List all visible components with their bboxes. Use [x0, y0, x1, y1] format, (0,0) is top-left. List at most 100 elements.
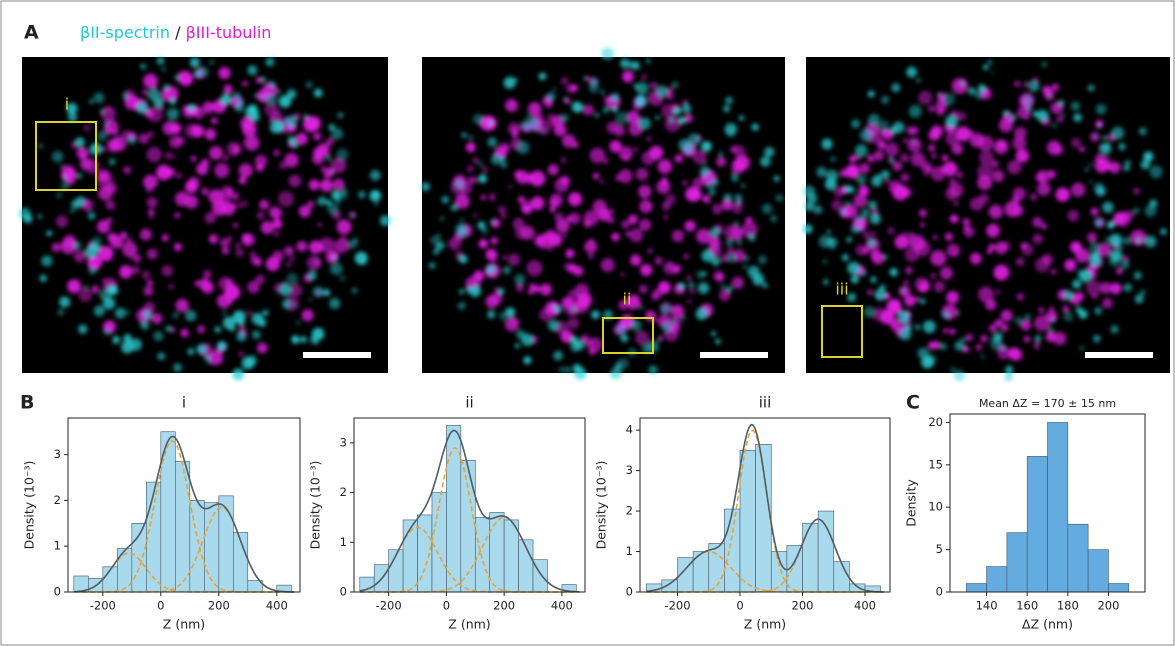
blob	[188, 104, 196, 112]
x-axis-label: ΔZ (nm)	[1022, 617, 1073, 632]
blob	[528, 289, 534, 295]
blob	[205, 356, 210, 361]
blob	[803, 224, 813, 234]
blob	[630, 60, 633, 63]
blob	[658, 339, 661, 342]
blob	[564, 263, 572, 271]
blob	[176, 136, 185, 145]
blob	[103, 328, 111, 336]
blob	[296, 241, 307, 252]
bar	[740, 450, 756, 592]
y-tick-label: 2	[626, 504, 633, 518]
blob	[515, 228, 527, 240]
blob	[689, 188, 701, 200]
blob	[78, 325, 87, 334]
blob	[167, 108, 179, 120]
blob	[736, 240, 742, 246]
blob	[1136, 238, 1141, 243]
blob	[554, 178, 569, 193]
blob	[314, 88, 323, 97]
blob	[610, 368, 622, 380]
blob	[678, 283, 685, 290]
blob	[1057, 116, 1064, 123]
blob	[929, 130, 940, 141]
blob	[954, 201, 959, 206]
blob	[330, 263, 343, 276]
blob	[930, 250, 946, 266]
blob	[270, 121, 283, 134]
blob	[1016, 293, 1024, 301]
y-tick-label: 3	[54, 447, 61, 461]
blob	[941, 311, 949, 319]
blob	[907, 126, 917, 136]
blob	[515, 343, 520, 348]
blob	[744, 256, 750, 262]
blob	[630, 320, 641, 331]
blob	[1037, 110, 1049, 122]
blob	[1072, 279, 1082, 289]
blob	[147, 197, 158, 208]
blob	[957, 172, 962, 177]
blob	[970, 253, 982, 265]
blob	[915, 157, 919, 161]
blob	[503, 255, 507, 259]
blob	[163, 84, 169, 90]
blob	[943, 328, 948, 333]
blob	[950, 329, 956, 335]
blob	[439, 216, 444, 221]
blob	[994, 265, 1010, 281]
blob	[678, 117, 686, 125]
blob	[508, 254, 520, 266]
blob	[952, 143, 963, 154]
blob	[254, 94, 257, 97]
blob	[252, 330, 261, 339]
blob	[91, 285, 99, 293]
blob	[340, 275, 346, 281]
blob	[170, 98, 177, 105]
blob	[77, 174, 82, 179]
blob	[456, 223, 467, 234]
blob	[685, 220, 696, 231]
blob	[609, 140, 621, 152]
blob	[174, 243, 182, 251]
blob	[890, 126, 898, 134]
blob	[945, 187, 958, 200]
blob	[75, 137, 85, 147]
blob	[165, 152, 172, 159]
blob	[1029, 81, 1040, 92]
blob	[685, 114, 693, 122]
blob	[56, 193, 62, 199]
blob	[751, 123, 759, 131]
blob	[458, 302, 466, 310]
blob	[129, 255, 133, 259]
blob	[639, 200, 652, 213]
blob	[1130, 230, 1146, 246]
blob	[726, 286, 732, 292]
blob	[920, 298, 926, 304]
blob	[217, 294, 231, 308]
blob	[937, 92, 941, 96]
blob	[878, 141, 886, 149]
blob	[568, 290, 579, 301]
roi-label: i	[65, 95, 69, 114]
blob	[533, 285, 540, 292]
blob	[107, 218, 113, 224]
blob	[302, 309, 314, 321]
bar	[1027, 456, 1047, 592]
blob	[105, 200, 115, 210]
blob	[1124, 165, 1130, 171]
blob	[451, 204, 458, 211]
blob	[549, 198, 559, 208]
blob	[928, 105, 935, 112]
blob	[1149, 199, 1157, 207]
blob	[947, 244, 960, 257]
x-tick-label: 200	[493, 599, 515, 613]
blob	[635, 331, 649, 345]
bar	[818, 511, 834, 592]
blob	[190, 58, 200, 68]
blob	[185, 310, 196, 321]
blob	[1086, 280, 1102, 296]
blob	[949, 178, 957, 186]
blob	[730, 146, 738, 154]
y-tick-label: 1	[626, 544, 633, 558]
